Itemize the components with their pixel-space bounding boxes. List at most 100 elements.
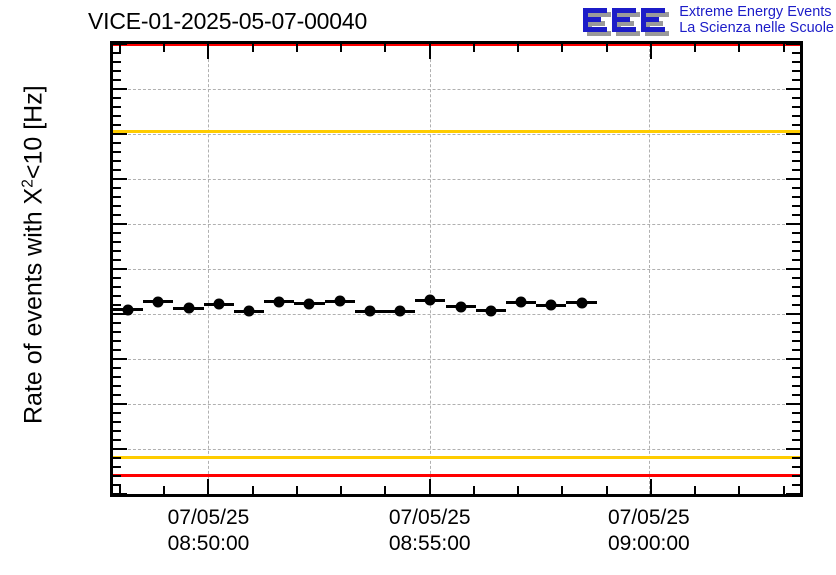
eee-logo: Extreme Energy Events La Scienza nelle S…	[581, 4, 834, 40]
data-point-marker[interactable]	[273, 296, 285, 308]
x-tick-minor	[163, 486, 166, 494]
y-tick-minor-right	[792, 97, 800, 99]
y-tick-minor	[113, 115, 121, 117]
data-point-marker[interactable]	[424, 294, 436, 306]
y-tick-major-right	[786, 358, 800, 360]
y-tick-major-right	[786, 268, 800, 270]
data-point-marker[interactable]	[303, 298, 315, 310]
y-tick-minor	[113, 295, 121, 297]
data-point-marker[interactable]	[576, 297, 588, 309]
data-point-marker[interactable]	[515, 296, 527, 308]
data-point-marker[interactable]	[243, 305, 255, 317]
y-tick-minor-right	[792, 214, 800, 216]
y-tick-major-right	[786, 313, 800, 315]
x-tick-label-date: 07/05/25	[167, 506, 250, 529]
y-tick-minor	[113, 259, 121, 261]
y-tick-minor	[113, 124, 121, 126]
x-tick-label-time: 09:00:00	[607, 532, 690, 556]
plot-inner	[113, 44, 800, 494]
y-tick-minor-right	[792, 232, 800, 234]
y-tick-minor-right	[792, 160, 800, 162]
x-tick-minor	[517, 486, 520, 494]
y-tick-minor	[113, 205, 121, 207]
gridline-vertical	[648, 44, 650, 494]
y-tick-minor	[113, 70, 121, 72]
x-tick-minor	[384, 486, 387, 494]
y-tick-minor-right	[792, 79, 800, 81]
threshold-line-yellow	[113, 455, 800, 459]
y-tick-minor-right	[792, 286, 800, 288]
y-tick-minor-right	[792, 124, 800, 126]
x-tick-major-top	[649, 44, 652, 59]
data-point-marker[interactable]	[455, 301, 467, 313]
y-tick-minor	[113, 169, 121, 171]
y-tick-minor-right	[792, 205, 800, 207]
y-tick-minor	[113, 61, 121, 63]
y-tick-minor	[113, 394, 121, 396]
y-tick-minor-right	[792, 241, 800, 243]
x-tick-minor	[295, 486, 298, 494]
y-tick-minor-right	[792, 394, 800, 396]
x-tick-minor-top	[119, 44, 121, 52]
x-tick-label-time: 08:55:00	[388, 532, 471, 556]
x-tick-major-top	[428, 44, 431, 59]
data-point-marker[interactable]	[545, 299, 557, 311]
y-tick-minor-right	[792, 277, 800, 279]
y-tick-minor-right	[792, 322, 800, 324]
y-tick-minor	[113, 241, 121, 243]
eee-logo-mark-icon	[581, 4, 673, 40]
x-tick-minor-top	[694, 44, 697, 52]
y-tick-minor-right	[792, 439, 800, 441]
x-tick-minor	[340, 486, 343, 494]
y-tick-minor-right	[792, 250, 800, 252]
y-tick-minor	[113, 160, 121, 162]
y-tick-minor	[113, 142, 121, 144]
x-tick-label: 07/05/25 08:55:00	[389, 505, 471, 558]
data-point-marker[interactable]	[364, 305, 376, 317]
x-tick-minor	[119, 486, 121, 494]
y-tick-minor	[113, 421, 121, 423]
y-tick-minor	[113, 277, 121, 279]
y-tick-minor-right	[792, 187, 800, 189]
x-tick-minor	[251, 486, 254, 494]
x-tick-minor	[561, 486, 564, 494]
gridline-vertical	[208, 44, 210, 494]
x-tick-label-time: 08:50:00	[167, 532, 250, 556]
data-point-marker[interactable]	[122, 304, 134, 315]
gridline-horizontal	[113, 359, 800, 360]
data-point-marker[interactable]	[183, 302, 195, 314]
y-tick-major	[113, 358, 127, 360]
y-tick-minor-right	[792, 367, 800, 369]
data-point-marker[interactable]	[394, 305, 406, 317]
y-tick-minor-right	[792, 259, 800, 261]
threshold-line-yellow	[113, 130, 800, 134]
gridline-vertical	[429, 44, 431, 494]
plot-area	[110, 41, 803, 497]
y-tick-minor	[113, 250, 121, 252]
y-tick-minor-right	[792, 430, 800, 432]
data-point-marker[interactable]	[152, 296, 164, 308]
gridline-horizontal	[113, 449, 800, 450]
x-tick-minor-top	[517, 44, 520, 52]
y-tick-minor-right	[792, 376, 800, 378]
y-tick-minor-right	[792, 61, 800, 63]
eee-logo-line2: La Scienza nelle Scuole	[679, 19, 834, 36]
x-tick-minor	[782, 486, 785, 494]
data-point-marker[interactable]	[485, 305, 497, 317]
y-tick-minor	[113, 304, 121, 306]
data-point-marker[interactable]	[334, 295, 346, 307]
y-tick-minor	[113, 376, 121, 378]
y-tick-major-right	[786, 493, 800, 494]
gridline-horizontal	[113, 179, 800, 180]
y-tick-minor-right	[792, 349, 800, 351]
x-tick-minor	[694, 486, 697, 494]
y-tick-minor	[113, 151, 121, 153]
y-tick-minor	[113, 340, 121, 342]
x-tick-minor-top	[782, 44, 785, 52]
x-tick-minor	[738, 486, 741, 494]
x-tick-label-date: 07/05/25	[607, 506, 690, 529]
y-tick-minor	[113, 475, 121, 477]
data-point-marker[interactable]	[213, 298, 225, 310]
y-tick-minor-right	[792, 196, 800, 198]
